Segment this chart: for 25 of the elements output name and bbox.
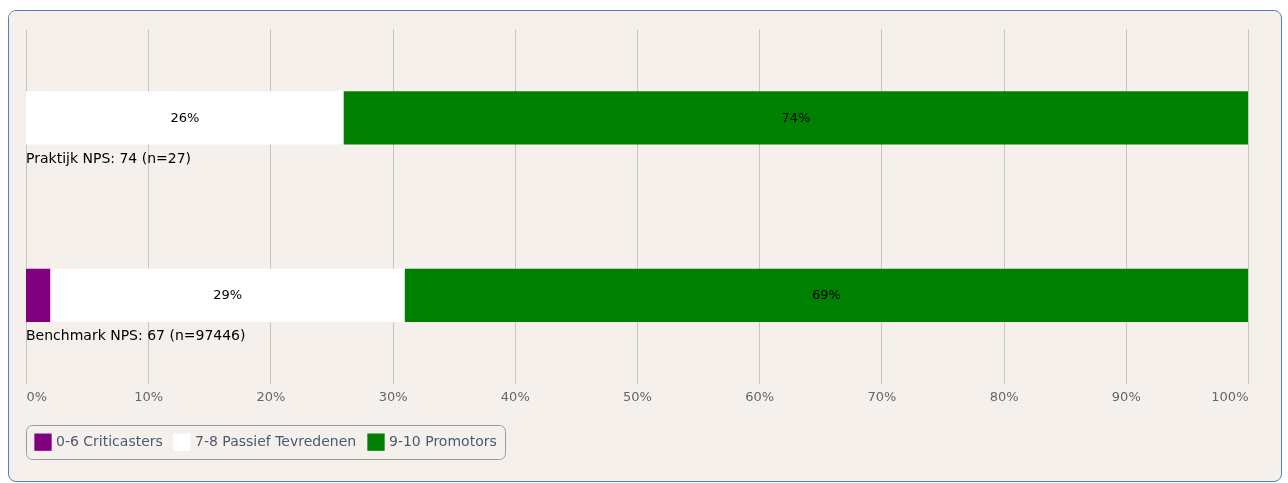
legend-label: 9-10 Promotors [389,433,497,450]
legend-label: 0-6 Criticasters [56,433,163,450]
bar [50,268,405,322]
x-tick-label: 90% [1111,388,1141,404]
x-tick-label: 60% [745,388,775,404]
bar [26,91,344,145]
legend-label: 7-8 Passief Tevredenen [195,433,357,450]
bar [404,268,1248,322]
x-tick-label: 100% [1211,388,1249,404]
data-label: 29% [213,287,243,303]
data-label: 69% [811,287,841,303]
x-tick-label: 0% [26,388,48,404]
y-tick-label: Benchmark NPS: 67 (n=97446) [26,327,246,344]
x-tick-label: 50% [623,388,652,404]
bar [343,91,1248,145]
x-tick-label: 10% [134,388,164,404]
y-tick-label: Praktijk NPS: 74 (n=27) [26,149,192,166]
data-label: 74% [781,109,811,125]
x-tick-label: 20% [256,388,286,404]
bar [26,268,51,322]
x-tick-label: 30% [378,388,408,404]
x-tick-label: 80% [989,388,1019,404]
x-tick-label: 70% [867,388,897,404]
data-label: 26% [170,109,200,125]
x-tick-label: 40% [500,388,530,404]
